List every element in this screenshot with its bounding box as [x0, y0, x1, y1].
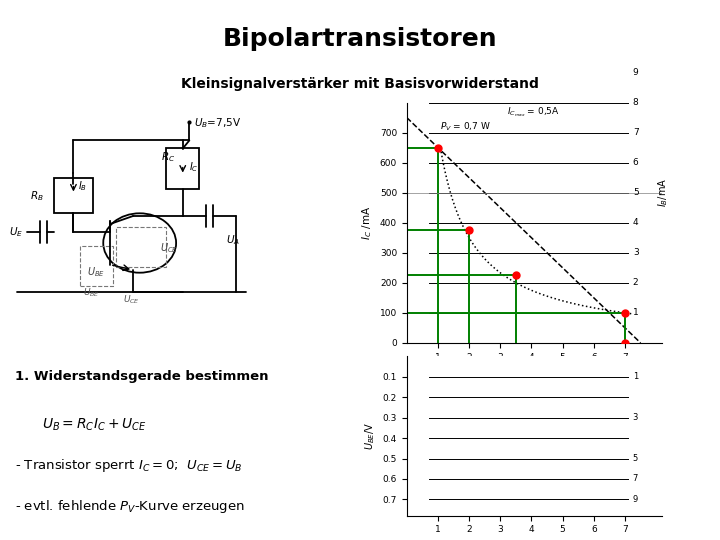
- Text: 4: 4: [633, 218, 639, 227]
- Text: 5: 5: [633, 188, 639, 197]
- Text: Bipolartransistoren: Bipolartransistoren: [222, 27, 498, 51]
- Bar: [80, 246, 113, 286]
- Text: $I_B$: $I_B$: [78, 179, 88, 193]
- Y-axis label: $I_C$ /mA: $I_C$ /mA: [361, 206, 374, 240]
- Text: 7: 7: [633, 128, 639, 137]
- Text: 7: 7: [633, 475, 638, 483]
- Text: $I_C$: $I_C$: [189, 160, 199, 174]
- Text: $U_{BE}$: $U_{BE}$: [84, 287, 100, 299]
- Text: $I_B$/mA: $I_B$/mA: [656, 178, 670, 207]
- Text: $U_B$=7,5V: $U_B$=7,5V: [194, 116, 241, 130]
- Text: 5: 5: [633, 454, 638, 463]
- Bar: [53, 178, 94, 213]
- Text: $U_A$: $U_A$: [226, 233, 240, 247]
- Text: $U_{CE}$: $U_{CE}$: [123, 293, 140, 306]
- Text: 1. Widerstandsgerade bestimmen: 1. Widerstandsgerade bestimmen: [15, 370, 269, 383]
- Text: $U_{CE}$: $U_{CE}$: [160, 241, 178, 255]
- Text: $U_{BE}$: $U_{BE}$: [86, 265, 104, 279]
- Text: 3: 3: [633, 248, 639, 257]
- Text: 3: 3: [633, 413, 638, 422]
- Text: $U_B = R_C I_C + U_{CE}$: $U_B = R_C I_C + U_{CE}$: [42, 417, 146, 433]
- Text: 9: 9: [633, 495, 638, 504]
- Text: $I_{C_{max}}$ = 0,5A: $I_{C_{max}}$ = 0,5A: [507, 106, 559, 119]
- Bar: [117, 227, 166, 267]
- Text: - evtl. fehlende $P_V$-Kurve erzeugen: - evtl. fehlende $P_V$-Kurve erzeugen: [15, 498, 245, 515]
- Text: 6: 6: [633, 158, 639, 167]
- Text: - Transistor sperrt $I_C = 0$;  $U_{CE} = U_B$: - Transistor sperrt $I_C = 0$; $U_{CE} =…: [15, 457, 243, 474]
- Text: 8: 8: [633, 98, 639, 107]
- Text: Kleinsignalverstärker mit Basisvorwiderstand: Kleinsignalverstärker mit Basisvorwiders…: [181, 77, 539, 91]
- Text: 1: 1: [633, 308, 639, 318]
- Text: $U_E$: $U_E$: [9, 225, 23, 239]
- Text: 1: 1: [633, 372, 638, 381]
- Bar: [166, 148, 199, 189]
- X-axis label: $U_{CE}$/V: $U_{CE}$/V: [520, 367, 549, 381]
- Text: $R_B$: $R_B$: [30, 189, 44, 202]
- Text: $P_V$ = 0,7 W: $P_V$ = 0,7 W: [439, 120, 490, 133]
- Text: 9: 9: [633, 68, 639, 77]
- Text: 2: 2: [633, 278, 639, 287]
- Text: $R_C$: $R_C$: [161, 151, 176, 165]
- Y-axis label: $U_{BE}$/V: $U_{BE}$/V: [364, 422, 377, 450]
